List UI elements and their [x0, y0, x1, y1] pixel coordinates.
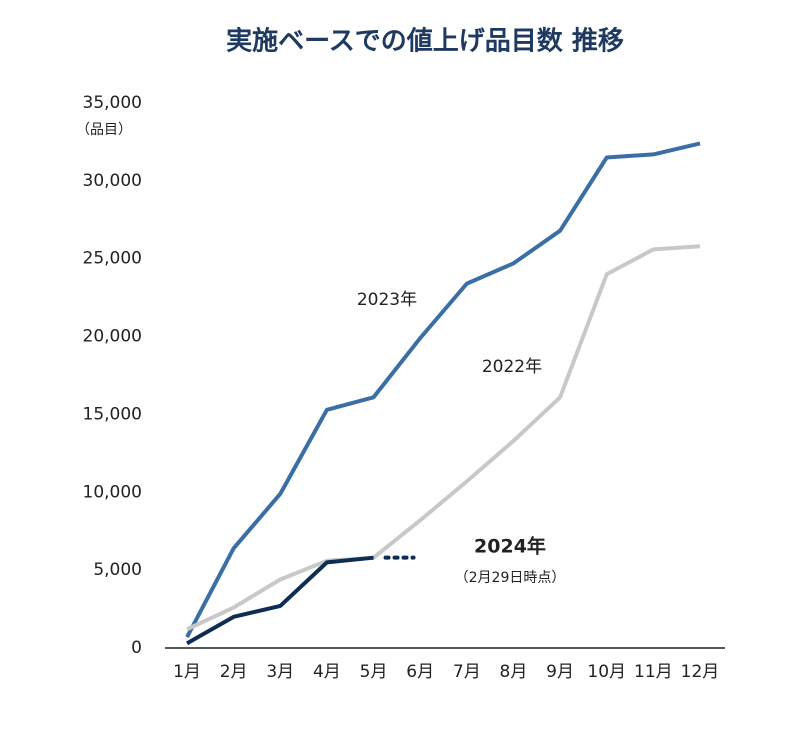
- x-tick-label: 7月: [453, 662, 481, 682]
- x-tick-label: 11月: [634, 662, 673, 682]
- x-tick-label: 10月: [587, 662, 626, 682]
- series-label: 2022年: [482, 357, 542, 377]
- x-tick-label: 9月: [546, 662, 574, 682]
- y-tick-label: 10,000: [83, 482, 142, 502]
- series-label: 2023年: [357, 290, 417, 310]
- annotation: （2月29日時点）: [455, 570, 566, 586]
- y-axis-label: （品目）: [76, 122, 132, 138]
- x-tick-label: 12月: [681, 662, 720, 682]
- y-tick-label: 30,000: [83, 171, 142, 191]
- y-tick-label: 20,000: [83, 327, 142, 347]
- x-tick-label: 3月: [266, 662, 294, 682]
- x-tick-label: 5月: [360, 662, 388, 682]
- series-line: [186, 555, 374, 646]
- x-tick-label: 1月: [173, 662, 201, 682]
- y-tick-label: 35,000: [83, 93, 142, 113]
- x-tick-label: 2月: [220, 662, 248, 682]
- chart-title: 実施ベースでの値上げ品目数 推移: [226, 26, 624, 57]
- x-tick-label: 8月: [500, 662, 528, 682]
- series-line: [186, 244, 701, 632]
- series-label: 2024年: [474, 535, 546, 558]
- x-tick-label: 4月: [313, 662, 341, 682]
- series-line: [185, 141, 701, 639]
- y-tick-label: 5,000: [93, 560, 142, 580]
- y-tick-label: 25,000: [83, 249, 142, 269]
- y-tick-label: 15,000: [83, 404, 142, 424]
- y-tick-label: 0: [131, 638, 142, 658]
- x-tick-label: 6月: [406, 662, 434, 682]
